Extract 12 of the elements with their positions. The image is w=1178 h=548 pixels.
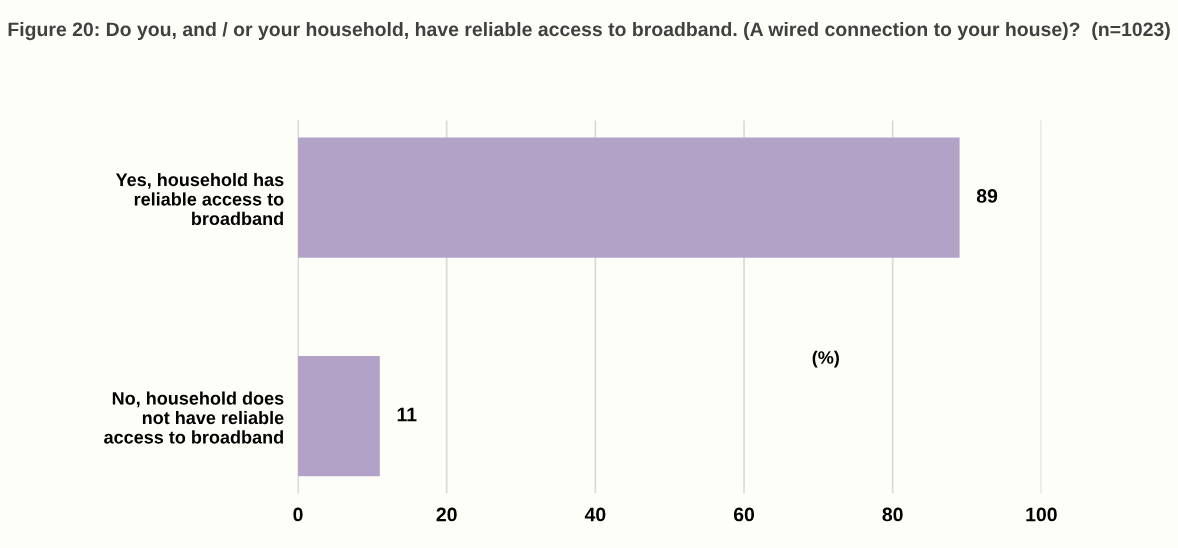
data-label: 89 <box>976 189 998 203</box>
x-tick-label: 60 <box>733 507 755 522</box>
x-tick-label: 20 <box>436 507 457 522</box>
annotation: (%) <box>812 350 839 368</box>
x-tick-label: 100 <box>1026 507 1057 522</box>
x-tick-label: 0 <box>293 507 303 522</box>
y-tick-label: Yes, household has reliable access to broadband <box>115 172 284 226</box>
x-tick-label: 40 <box>584 507 606 522</box>
y-tick-label: No, household does not have reliable access to broadband <box>104 391 284 444</box>
chart-title: Figure 20: Do you, and / or your household, have reliable access to broadband. (A wired connection to your house)? (n=1023) <box>8 21 1170 41</box>
data-label: 11 <box>397 407 417 422</box>
x-tick-label: 80 <box>882 507 903 522</box>
